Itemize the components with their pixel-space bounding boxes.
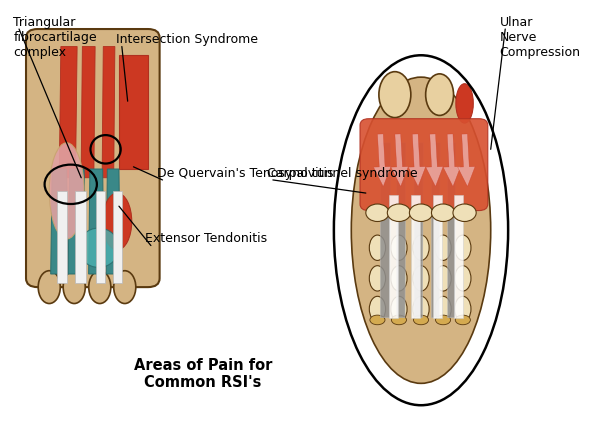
Ellipse shape (456, 84, 473, 123)
Polygon shape (410, 195, 420, 318)
Ellipse shape (370, 296, 386, 322)
Ellipse shape (455, 235, 471, 260)
Ellipse shape (413, 315, 428, 325)
Polygon shape (57, 191, 67, 283)
Ellipse shape (391, 296, 407, 322)
Text: Extensor Tendonitis: Extensor Tendonitis (145, 233, 267, 245)
Polygon shape (81, 47, 95, 178)
Polygon shape (89, 169, 104, 274)
Ellipse shape (379, 72, 411, 117)
Ellipse shape (78, 228, 119, 268)
Ellipse shape (413, 266, 429, 291)
Polygon shape (380, 143, 391, 318)
FancyArrow shape (443, 134, 461, 187)
Ellipse shape (63, 271, 85, 303)
Ellipse shape (103, 193, 132, 250)
Polygon shape (389, 195, 398, 318)
Circle shape (388, 204, 410, 222)
FancyBboxPatch shape (26, 29, 160, 287)
Ellipse shape (435, 235, 451, 260)
Polygon shape (59, 47, 77, 178)
FancyArrow shape (409, 134, 426, 187)
Polygon shape (454, 195, 463, 318)
Ellipse shape (425, 74, 454, 116)
Ellipse shape (391, 266, 407, 291)
Polygon shape (102, 47, 115, 178)
Circle shape (453, 204, 476, 222)
FancyArrow shape (458, 134, 475, 187)
Text: Areas of Pain for
Common RSI's: Areas of Pain for Common RSI's (134, 358, 272, 390)
Text: Carpal tunnel syndrome: Carpal tunnel syndrome (267, 167, 418, 180)
Ellipse shape (436, 315, 451, 325)
Ellipse shape (455, 315, 470, 325)
Text: De Quervain's Tenosynovitis: De Quervain's Tenosynovitis (157, 167, 333, 180)
Polygon shape (76, 191, 86, 283)
Polygon shape (119, 55, 148, 169)
Ellipse shape (455, 296, 471, 322)
Ellipse shape (435, 296, 451, 322)
Circle shape (409, 204, 433, 222)
FancyBboxPatch shape (360, 119, 488, 210)
Ellipse shape (455, 266, 471, 291)
Ellipse shape (391, 235, 407, 260)
Ellipse shape (351, 77, 491, 383)
Text: Triangular
fibrocartilage
complex: Triangular fibrocartilage complex (13, 16, 97, 59)
Ellipse shape (114, 271, 136, 303)
Polygon shape (50, 169, 68, 274)
Ellipse shape (370, 266, 386, 291)
Text: Ulnar
Nerve
Compression: Ulnar Nerve Compression (499, 16, 580, 59)
FancyArrow shape (426, 134, 443, 187)
Text: Intersection Syndrome: Intersection Syndrome (116, 33, 258, 47)
Polygon shape (433, 195, 442, 318)
Ellipse shape (435, 266, 451, 291)
Polygon shape (96, 191, 105, 283)
Polygon shape (68, 169, 86, 274)
Ellipse shape (413, 235, 429, 260)
Polygon shape (448, 143, 456, 318)
Ellipse shape (413, 296, 429, 322)
FancyArrow shape (373, 134, 391, 187)
FancyArrow shape (391, 134, 408, 187)
Ellipse shape (370, 235, 386, 260)
Ellipse shape (391, 315, 406, 325)
Polygon shape (397, 143, 406, 318)
Ellipse shape (89, 271, 111, 303)
Circle shape (431, 204, 455, 222)
Polygon shape (113, 191, 122, 283)
Ellipse shape (370, 315, 385, 325)
Ellipse shape (49, 143, 84, 239)
Circle shape (366, 204, 389, 222)
Polygon shape (431, 143, 440, 318)
Polygon shape (414, 143, 424, 318)
Ellipse shape (38, 271, 60, 303)
Polygon shape (106, 169, 120, 274)
